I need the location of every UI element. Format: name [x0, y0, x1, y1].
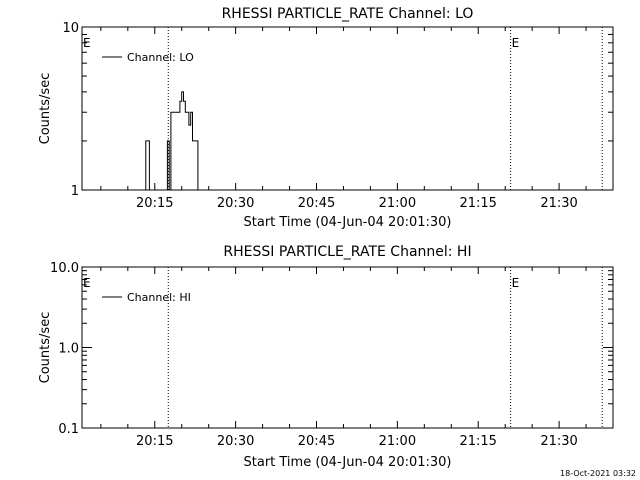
panel-lo: RHESSI PARTICLE_RATE Channel: LO 20:15 20:…	[38, 6, 614, 230]
footer-timestamp: 18-Oct-2021 03:32	[560, 469, 636, 478]
x-tick-label: 21:00	[379, 196, 416, 211]
x-tick-label: 20:15	[136, 196, 173, 211]
y-tick-label: 0.1	[58, 422, 79, 437]
legend-label: Channel: HI	[127, 291, 191, 304]
y-tick-label: 10	[62, 21, 79, 36]
y-axis-label: Counts/sec	[38, 312, 53, 384]
x-tick-label: 21:00	[379, 434, 416, 449]
x-tick-label: 20:30	[217, 196, 254, 211]
y-tick-label: 1.0	[58, 342, 79, 357]
y-tick-label: 1	[71, 184, 79, 199]
y-tick-label: 10.0	[50, 261, 79, 276]
event-marker: E	[83, 36, 91, 50]
event-marker: E	[83, 276, 91, 290]
series-line	[144, 91, 209, 191]
x-tick-label: 20:30	[217, 434, 254, 449]
x-tick-label: 21:30	[540, 196, 577, 211]
x-axis-label: Start Time (04-Jun-04 20:01:30)	[244, 215, 452, 230]
x-axis-label: Start Time (04-Jun-04 20:01:30)	[244, 455, 452, 470]
x-tick-label: 21:15	[459, 196, 496, 211]
panel-hi: RHESSI PARTICLE_RATE Channel: HI 20:15 20:…	[38, 244, 614, 470]
legend-label: Channel: LO	[127, 51, 194, 64]
x-tick-label: 21:30	[540, 434, 577, 449]
event-marker: E	[512, 276, 520, 290]
plot-frame	[81, 26, 614, 191]
x-tick-label: 21:15	[459, 434, 496, 449]
x-tick-label: 20:45	[298, 434, 335, 449]
event-marker: E	[512, 36, 520, 50]
y-axis-label: Counts/sec	[38, 73, 53, 145]
x-tick-label: 20:15	[136, 434, 173, 449]
x-tick-label: 20:45	[298, 196, 335, 211]
chart-title: RHESSI PARTICLE_RATE Channel: LO	[222, 6, 474, 22]
chart-title: RHESSI PARTICLE_RATE Channel: HI	[223, 244, 471, 260]
